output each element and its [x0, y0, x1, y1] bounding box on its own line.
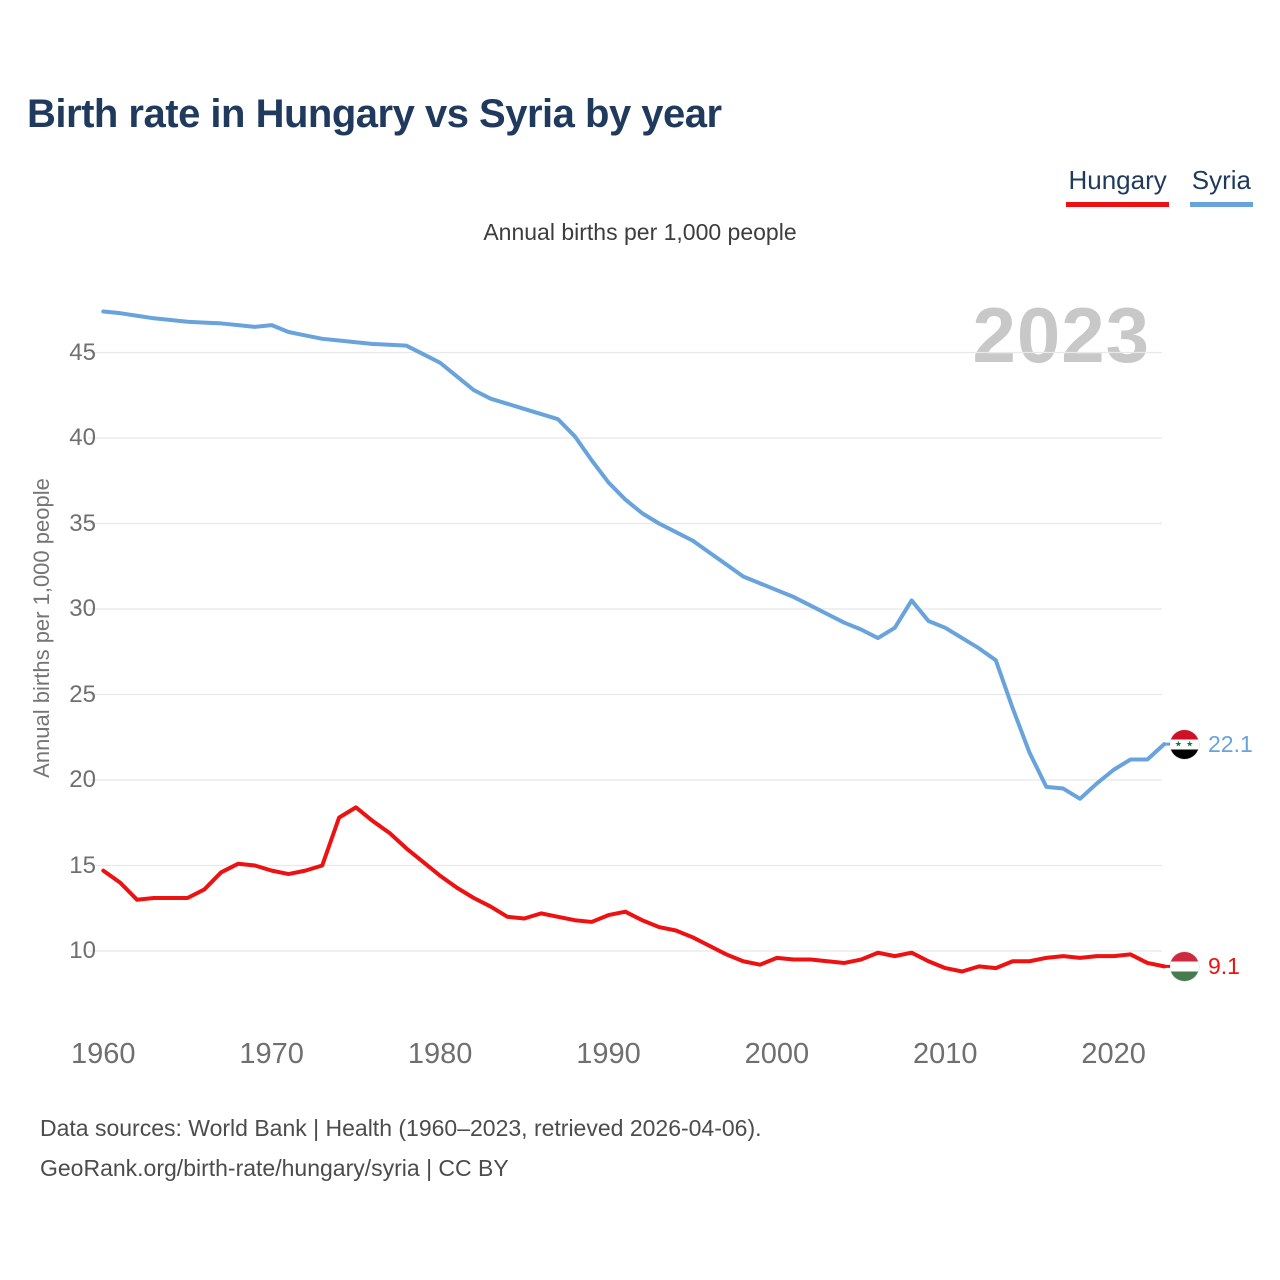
hungary-series-line	[101, 805, 1167, 974]
legend-item-hungary[interactable]: Hungary	[1066, 165, 1169, 207]
syria-flag-icon	[1170, 729, 1199, 759]
x-tick-label: 1970	[239, 1038, 304, 1070]
syria-end-value: 22.1	[1208, 730, 1253, 757]
x-tick-label: 1990	[576, 1038, 641, 1070]
x-tick-label: 1960	[71, 1038, 136, 1070]
y-tick-label: 40	[69, 424, 96, 451]
hungary-end-value: 9.1	[1208, 952, 1240, 979]
chart-subtitle: Annual births per 1,000 people	[483, 219, 797, 245]
hungary-flag-icon	[1170, 951, 1199, 981]
hungary-end-label: 9.1	[1170, 951, 1240, 981]
page-title: Birth rate in Hungary vs Syria by year	[27, 92, 722, 136]
legend: Hungary Syria	[1066, 165, 1253, 207]
y-tick-label: 30	[69, 595, 96, 622]
y-tick-label: 25	[69, 680, 96, 708]
x-tick-label: 2000	[744, 1038, 810, 1070]
year-watermark: 2023	[972, 291, 1150, 379]
y-tick-label: 45	[69, 338, 96, 366]
y-tick-label: 10	[69, 937, 96, 964]
footer-url: GeoRank.org/birth-rate/hungary/syria | C…	[40, 1155, 509, 1181]
x-tick-label: 2020	[1081, 1038, 1146, 1070]
y-tick-label: 15	[69, 851, 96, 879]
y-tick-label: 35	[69, 509, 96, 537]
chart-footer: Data sources: World Bank | Health (1960–…	[40, 1108, 762, 1188]
x-tick-label: 2010	[913, 1038, 978, 1070]
x-tick-label: 1980	[407, 1038, 473, 1070]
syria-end-label: 22.1	[1170, 729, 1253, 759]
legend-item-syria[interactable]: Syria	[1189, 165, 1253, 207]
y-tick-label: 20	[69, 766, 96, 793]
footer-data-sources: Data sources: World Bank | Health (1960–…	[40, 1115, 762, 1141]
syria-series-line	[101, 309, 1167, 801]
